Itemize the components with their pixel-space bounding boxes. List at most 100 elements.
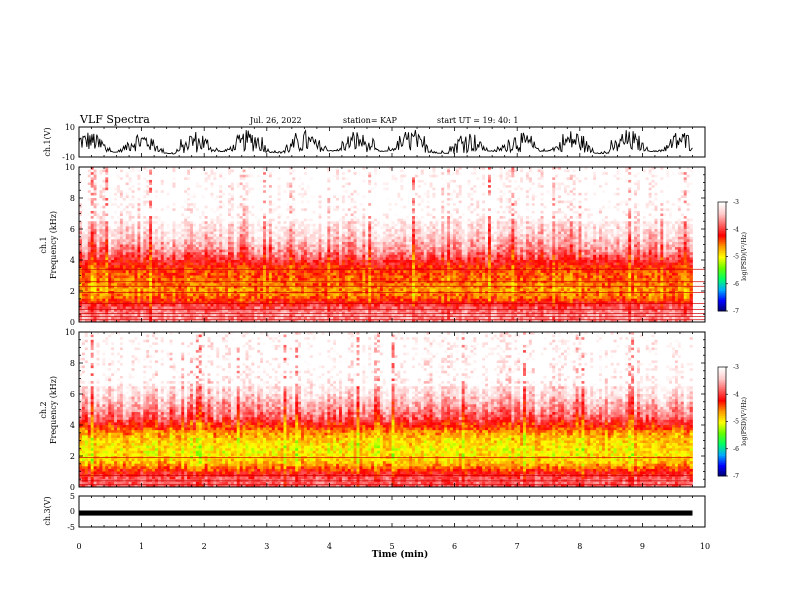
spectrogram-cell (277, 195, 281, 199)
spectrogram-cell (441, 198, 445, 201)
spectrogram-cell (190, 190, 194, 194)
spectrogram-cell (569, 192, 574, 196)
spectrogram-cell (590, 172, 594, 176)
spectrogram-cell (128, 216, 132, 220)
spectrogram-cell (312, 203, 317, 207)
spectrogram-cell (260, 203, 264, 207)
spectrogram-cell (636, 167, 641, 170)
spectrogram-cell (581, 185, 585, 189)
spectrogram-cell (93, 192, 97, 196)
spectrogram-cell (461, 216, 466, 220)
spectrogram-cell (508, 177, 512, 181)
spectrogram-cell (336, 213, 340, 217)
spectrogram-cell (508, 174, 512, 178)
spectrogram-cell (546, 195, 550, 199)
spectrogram-cell (207, 182, 211, 186)
spectrogram-cell (111, 195, 115, 199)
spectrogram-cell (166, 216, 170, 220)
spectrogram-cell (312, 167, 317, 170)
spectrogram-cell (347, 205, 352, 209)
spectrogram-cell (175, 218, 179, 222)
spectrogram-cell (636, 208, 641, 212)
spectrogram-cell (248, 200, 252, 204)
spectrogram-cell (455, 187, 460, 191)
spectrogram-cell (339, 210, 343, 214)
spectrogram-cell (470, 174, 474, 178)
spectrogram-cell (438, 169, 442, 173)
spectrogram-cell (301, 167, 305, 170)
spectrogram-cell (610, 177, 614, 181)
spectrogram-cell (420, 187, 425, 191)
spectrogram-cell (654, 169, 658, 173)
spectrogram-cell (242, 210, 246, 214)
spectrogram-cell (444, 190, 448, 194)
spectrogram-cell (607, 169, 612, 173)
spectrogram-cell (312, 213, 317, 217)
spectrogram-cell (610, 182, 614, 186)
spectrogram-cell (523, 195, 527, 199)
spectrogram-cell (359, 195, 363, 199)
spectrogram-cell (523, 182, 527, 186)
spectrogram-cell (108, 208, 112, 212)
spectrogram-cell (178, 203, 182, 207)
spectrogram-cell (669, 213, 673, 217)
spectrogram-cell (160, 192, 165, 196)
spectrogram-cell (590, 223, 594, 227)
spectrogram-cell (87, 226, 92, 230)
spectrogram-cell (298, 210, 302, 214)
spectrogram-cell (350, 190, 354, 194)
spectrogram-cell (642, 195, 647, 199)
spectrogram-cell (511, 208, 515, 212)
spectrogram-cell (528, 200, 533, 204)
spectrogram-cell (239, 172, 243, 176)
spectrogram-cell (388, 169, 392, 173)
spectrogram-cell (289, 205, 293, 209)
spectrogram-cell (163, 200, 168, 204)
spectrogram-cell (438, 216, 442, 220)
spectrogram-cell (382, 203, 387, 207)
spectrogram-cell (315, 195, 319, 199)
spectrogram-cell (344, 198, 349, 201)
spectrogram-cell (146, 182, 150, 186)
spectrogram-cell (552, 198, 556, 201)
spectrogram-cell (233, 200, 238, 204)
spectrogram-cell (280, 174, 284, 178)
spectrogram-cell (666, 179, 670, 183)
spectrogram-cell (146, 169, 150, 173)
spectrogram-cell (458, 190, 463, 194)
spectrogram-cell (587, 208, 591, 212)
spectrogram-cell (175, 195, 179, 199)
spectrogram-cell (523, 203, 527, 207)
spectrogram-cell (379, 185, 384, 189)
spectrogram-cell (102, 226, 106, 230)
spectrogram-cell (499, 179, 503, 183)
spectrogram-cell (90, 174, 95, 178)
spectrogram-cell (432, 192, 436, 196)
spectrogram-cell (666, 190, 670, 194)
spectrogram-cell (163, 167, 168, 170)
spectrogram-cell (81, 174, 86, 178)
spectrogram-cell (613, 216, 617, 220)
spectrogram-cell (84, 177, 89, 181)
spectrogram-cell (683, 205, 688, 209)
spectrogram-cell (350, 187, 354, 191)
spectrogram-cell (315, 205, 319, 209)
spectrogram-cell (172, 174, 176, 178)
spectrogram-cell (350, 203, 354, 207)
spectrogram-cell (99, 169, 103, 173)
spectrogram-cell (318, 203, 322, 207)
spectrogram-cell (298, 216, 302, 220)
spectrogram-cell (531, 216, 536, 220)
spectrogram-cell (479, 185, 483, 189)
spectrogram-cell (108, 210, 112, 214)
spectrogram-cell (382, 174, 387, 178)
spectrogram-cell (93, 205, 97, 209)
spectrogram-cell (327, 192, 331, 196)
spectrogram-cell (654, 192, 658, 196)
spectrogram-cell (198, 192, 203, 196)
spectrogram-cell (347, 203, 352, 207)
spectrogram-cell (660, 205, 664, 209)
spectrogram-cell (584, 192, 588, 196)
spectrogram-cell (175, 182, 179, 186)
spectrogram-cell (639, 182, 644, 186)
